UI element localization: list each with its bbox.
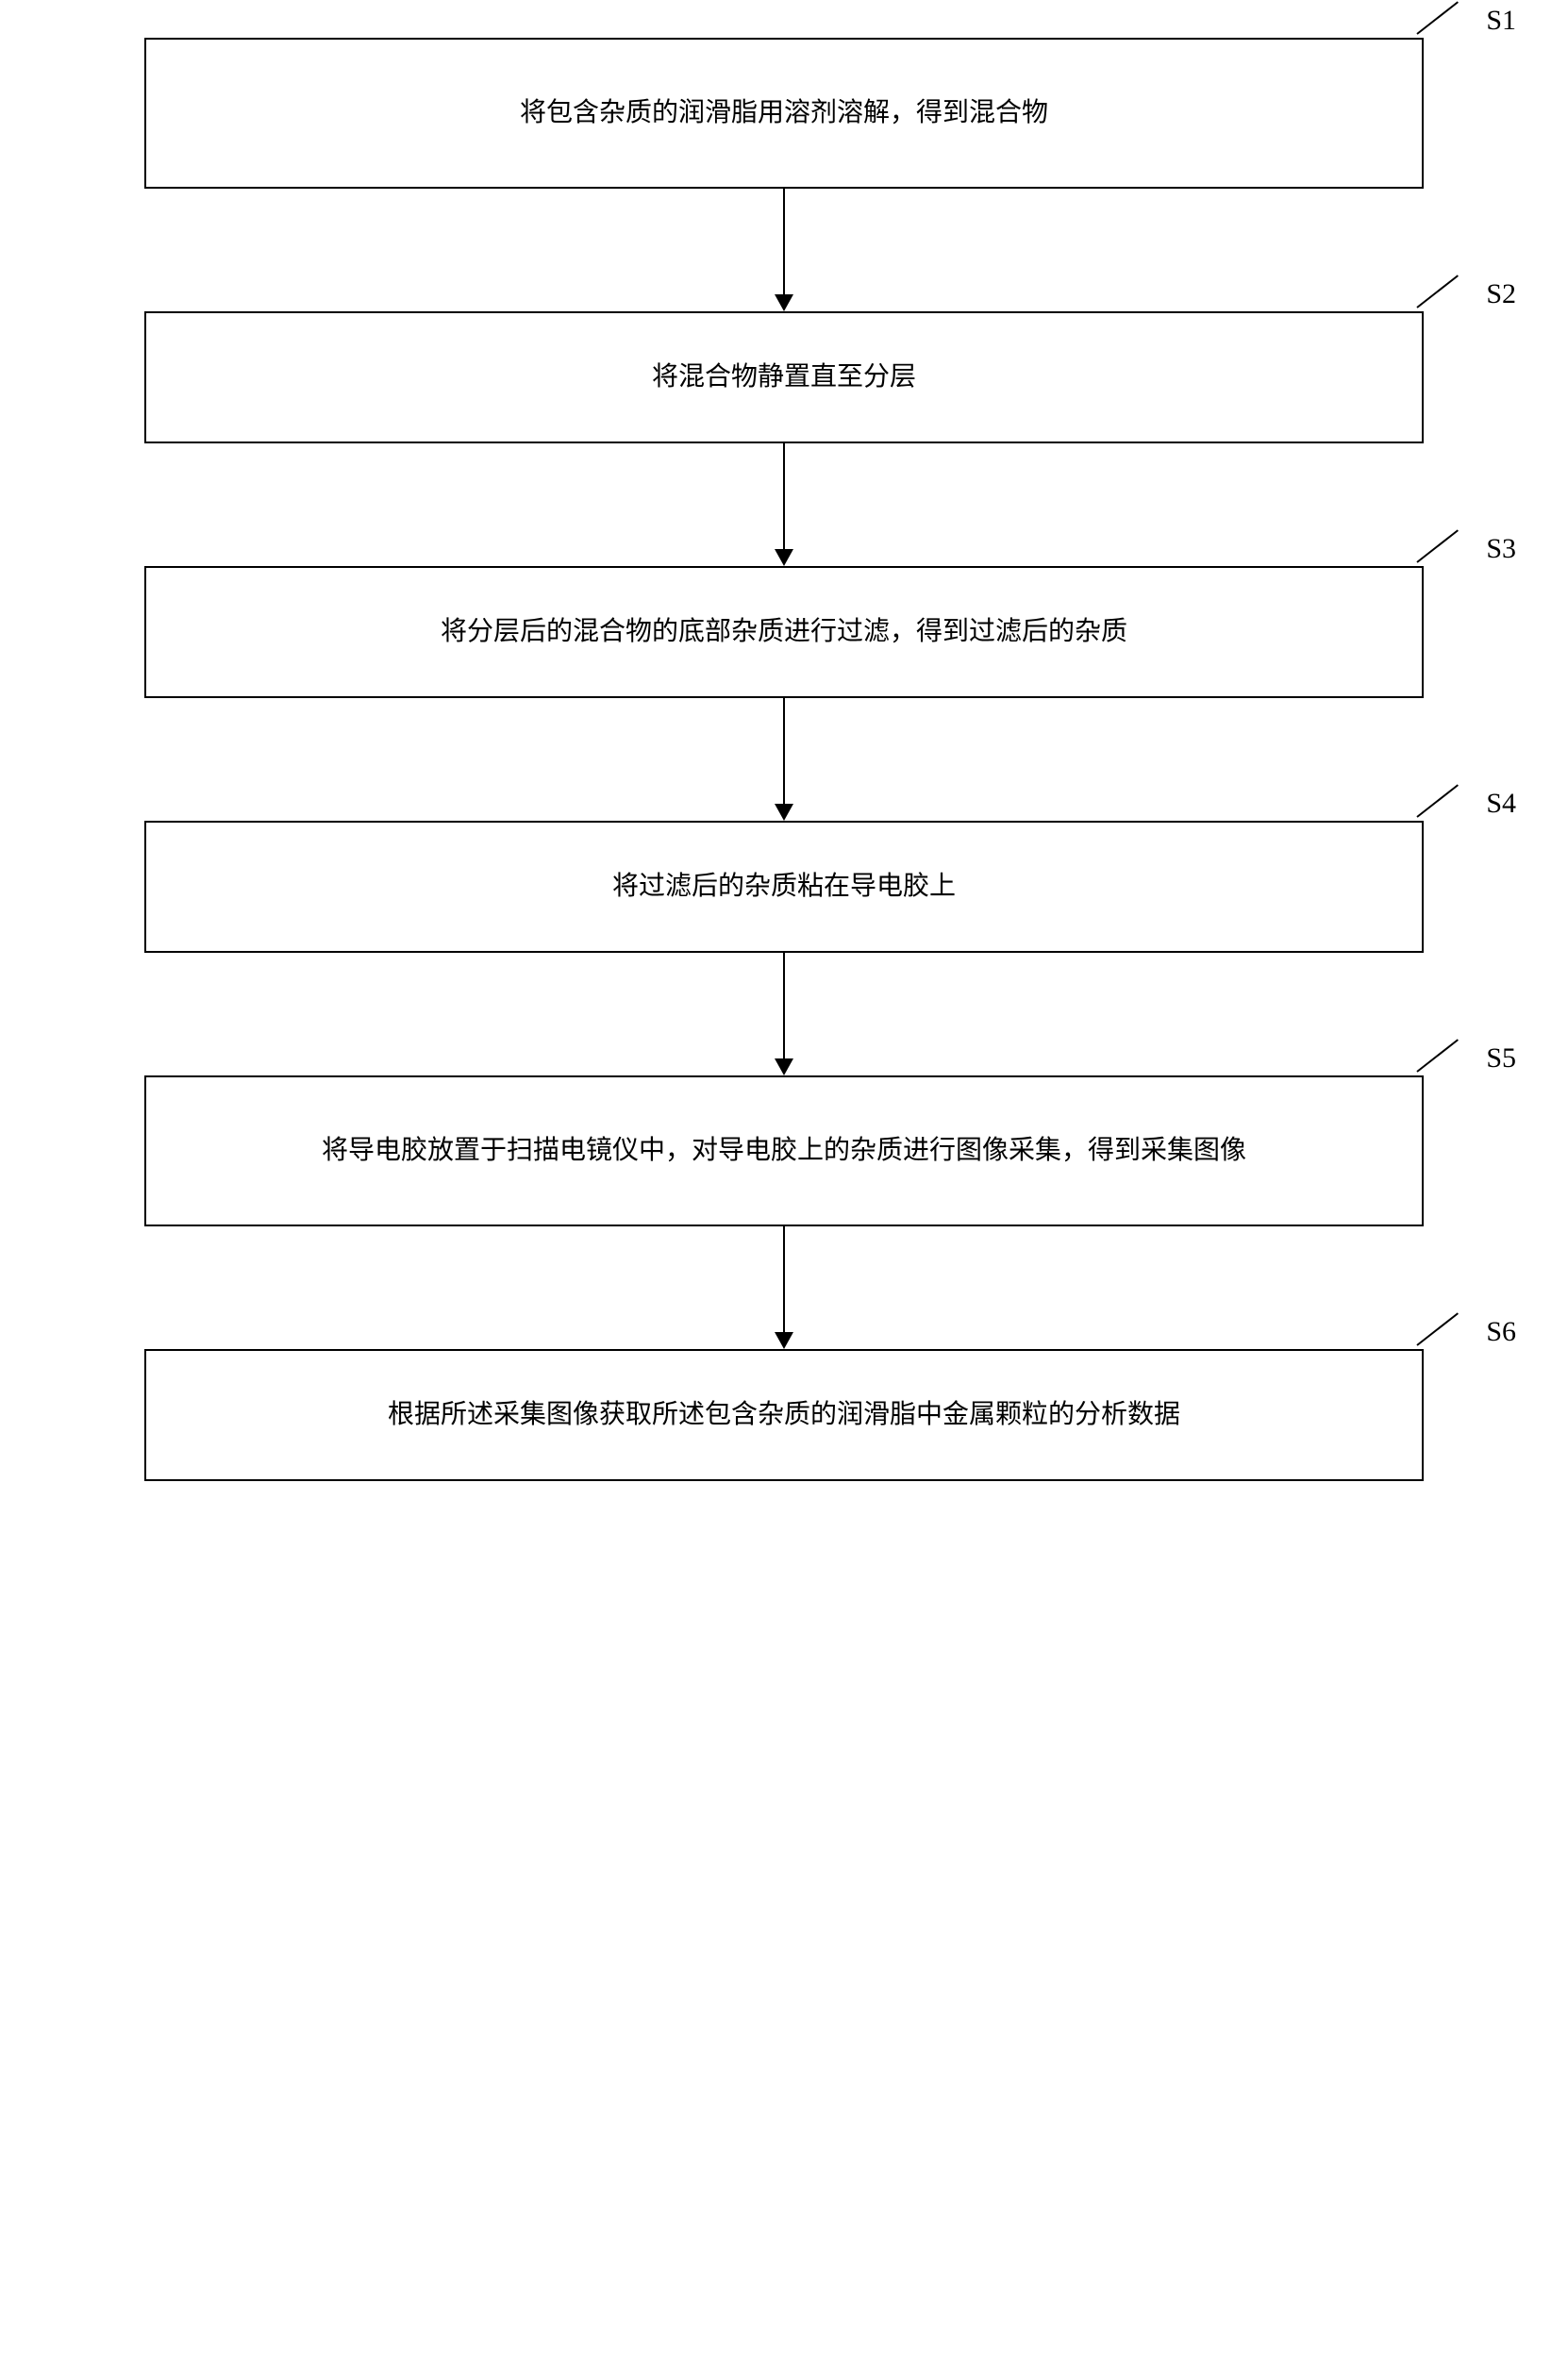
step-s6-container: 根据所述采集图像获取所述包含杂质的润滑脂中金属颗粒的分析数据 S6 xyxy=(57,1349,1511,1481)
arrow-head-icon xyxy=(775,804,793,821)
arrow-s2-s3 xyxy=(775,443,793,566)
arrow-s4-s5 xyxy=(775,953,793,1075)
step-s3-box: 将分层后的混合物的底部杂质进行过滤，得到过滤后的杂质 xyxy=(144,566,1425,698)
step-s3-container: 将分层后的混合物的底部杂质进行过滤，得到过滤后的杂质 S3 xyxy=(57,566,1511,698)
step-s6-text: 根据所述采集图像获取所述包含杂质的润滑脂中金属颗粒的分析数据 xyxy=(388,1391,1180,1439)
flowchart-container: 将包含杂质的润滑脂用溶剂溶解，得到混合物 S1 将混合物静置直至分层 S2 将分… xyxy=(57,38,1511,1481)
step-s4-label: S4 xyxy=(1486,788,1516,820)
step-s6-connector xyxy=(1416,1312,1459,1345)
step-s4-container: 将过滤后的杂质粘在导电胶上 S4 xyxy=(57,821,1511,953)
step-s6-label: S6 xyxy=(1486,1316,1516,1348)
arrow-head-icon xyxy=(775,1058,793,1075)
step-s4-box: 将过滤后的杂质粘在导电胶上 xyxy=(144,821,1425,953)
step-s1-text: 将包含杂质的润滑脂用溶剂溶解，得到混合物 xyxy=(520,90,1048,137)
arrow-head-icon xyxy=(775,294,793,311)
arrow-s1-s2 xyxy=(775,189,793,311)
arrow-line xyxy=(783,698,785,804)
step-s4-text: 将过滤后的杂质粘在导电胶上 xyxy=(612,863,956,910)
step-s5-connector xyxy=(1416,1039,1459,1072)
step-s5-box: 将导电胶放置于扫描电镜仪中，对导电胶上的杂质进行图像采集，得到采集图像 xyxy=(144,1075,1425,1226)
step-s1-box: 将包含杂质的润滑脂用溶剂溶解，得到混合物 xyxy=(144,38,1425,189)
arrow-head-icon xyxy=(775,549,793,566)
arrow-line xyxy=(783,189,785,294)
arrow-s3-s4 xyxy=(775,698,793,821)
step-s2-box: 将混合物静置直至分层 xyxy=(144,311,1425,443)
arrow-head-icon xyxy=(775,1332,793,1349)
step-s2-text: 将混合物静置直至分层 xyxy=(652,354,916,401)
step-s3-connector xyxy=(1416,529,1459,562)
step-s2-container: 将混合物静置直至分层 S2 xyxy=(57,311,1511,443)
step-s1-container: 将包含杂质的润滑脂用溶剂溶解，得到混合物 S1 xyxy=(57,38,1511,189)
step-s1-label: S1 xyxy=(1486,5,1516,37)
arrow-s5-s6 xyxy=(775,1226,793,1349)
step-s2-connector xyxy=(1416,275,1459,308)
step-s3-text: 将分层后的混合物的底部杂质进行过滤，得到过滤后的杂质 xyxy=(441,608,1127,656)
step-s5-text: 将导电胶放置于扫描电镜仪中，对导电胶上的杂质进行图像采集，得到采集图像 xyxy=(322,1127,1246,1175)
step-s3-label: S3 xyxy=(1486,533,1516,565)
step-s5-label: S5 xyxy=(1486,1042,1516,1075)
arrow-line xyxy=(783,443,785,549)
arrow-line xyxy=(783,1226,785,1332)
step-s5-container: 将导电胶放置于扫描电镜仪中，对导电胶上的杂质进行图像采集，得到采集图像 S5 xyxy=(57,1075,1511,1226)
step-s1-connector xyxy=(1416,1,1459,34)
step-s4-connector xyxy=(1416,784,1459,817)
arrow-line xyxy=(783,953,785,1058)
step-s2-label: S2 xyxy=(1486,278,1516,310)
step-s6-box: 根据所述采集图像获取所述包含杂质的润滑脂中金属颗粒的分析数据 xyxy=(144,1349,1425,1481)
